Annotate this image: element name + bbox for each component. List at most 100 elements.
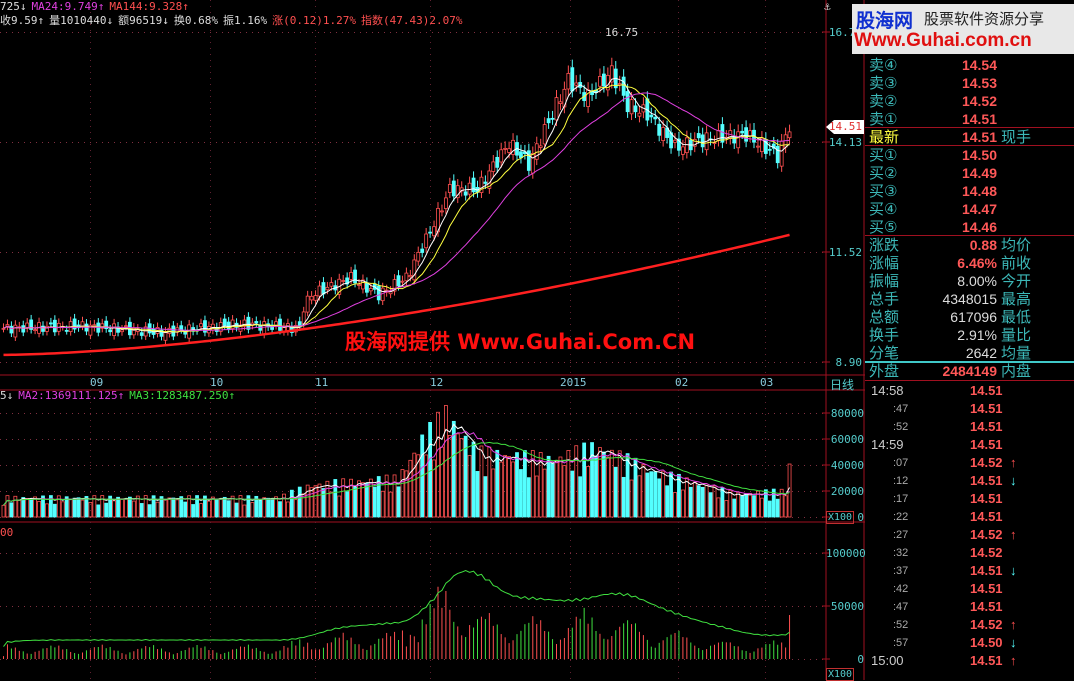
grid-dot — [678, 546, 679, 547]
grid-dot — [342, 465, 343, 466]
grid-dot — [90, 414, 91, 415]
volume-bar — [570, 470, 575, 518]
grid-dot — [765, 564, 766, 565]
grid-dot — [102, 553, 103, 554]
grid-dot — [564, 439, 565, 440]
grid-dot — [430, 348, 431, 349]
grid-dot — [90, 540, 91, 541]
grid-dot — [816, 465, 817, 466]
grid-dot — [510, 362, 511, 363]
grid-dot — [414, 142, 415, 143]
grid-dot — [198, 142, 199, 143]
grid-dot — [678, 66, 679, 67]
grid-dot — [582, 142, 583, 143]
grid-dot — [570, 96, 571, 97]
grid-dot — [210, 630, 211, 631]
grid-dot — [816, 413, 817, 414]
grid-dot — [384, 659, 385, 660]
watermark: 股海网提供 Www.Guhai.Com.CN — [345, 330, 696, 354]
grid-dot — [430, 78, 431, 79]
grid-dot — [678, 666, 679, 667]
grid-dot — [30, 252, 31, 253]
grid-dot — [414, 465, 415, 466]
grid-dot — [258, 465, 259, 466]
grid-dot — [738, 362, 739, 363]
grid-dot — [468, 413, 469, 414]
tick-price: 14.51 — [970, 473, 1003, 488]
grid-dot — [408, 142, 409, 143]
grid-dot — [672, 659, 673, 660]
kline-chart[interactable] — [0, 0, 865, 680]
grid-dot — [396, 606, 397, 607]
quote-row: 买② 14.49 — [869, 164, 1074, 182]
grid-dot — [48, 32, 49, 33]
grid-dot — [36, 362, 37, 363]
grid-dot — [430, 282, 431, 283]
grid-dot — [528, 142, 529, 143]
grid-dot — [798, 252, 799, 253]
grid-dot — [696, 517, 697, 518]
grid-dot — [765, 120, 766, 121]
grid-dot — [315, 612, 316, 613]
grid-dot — [474, 413, 475, 414]
grid-dot — [252, 606, 253, 607]
grid-dot — [42, 465, 43, 466]
grid-dot — [90, 648, 91, 649]
candle — [222, 318, 227, 327]
grid-dot — [606, 142, 607, 143]
volume-bar — [546, 455, 551, 518]
grid-dot — [90, 439, 91, 440]
grid-dot — [396, 32, 397, 33]
grid-dot — [120, 142, 121, 143]
grid-dot — [570, 342, 571, 343]
grid-dot — [765, 552, 766, 553]
grid-dot — [210, 666, 211, 667]
grid-dot — [180, 32, 181, 33]
grid-dot — [210, 480, 211, 481]
arrow-down-icon: ↓ — [1010, 635, 1017, 650]
quote-label: 买① — [869, 146, 898, 164]
grid-dot — [744, 142, 745, 143]
period-label[interactable]: 日线 — [830, 378, 855, 392]
grid-dot — [792, 491, 793, 492]
grid-dot — [90, 192, 91, 193]
grid-dot — [150, 413, 151, 414]
volume-bar — [361, 482, 365, 518]
grid-dot — [678, 318, 679, 319]
grid-dot — [318, 517, 319, 518]
grid-dot — [84, 252, 85, 253]
candle — [203, 320, 207, 333]
grid-dot — [354, 659, 355, 660]
grid-dot — [264, 553, 265, 554]
grid-dot — [450, 659, 451, 660]
grid-dot — [18, 413, 19, 414]
grid-dot — [0, 439, 1, 440]
grid-dot — [672, 32, 673, 33]
anchor-icon[interactable]: ⚓ — [824, 0, 831, 13]
grid-dot — [672, 465, 673, 466]
indicator-legend: 00 — [0, 526, 14, 539]
volume-bar — [120, 498, 124, 518]
grid-dot — [594, 142, 595, 143]
grid-dot — [126, 465, 127, 466]
grid-dot — [378, 439, 379, 440]
grid-dot — [678, 552, 679, 553]
grid-dot — [430, 414, 431, 415]
grid-dot — [570, 234, 571, 235]
grid-dot — [315, 546, 316, 547]
grid-dot — [430, 390, 431, 391]
grid-dot — [318, 32, 319, 33]
grid-dot — [234, 553, 235, 554]
grid-dot — [690, 517, 691, 518]
grid-dot — [210, 558, 211, 559]
volume-bar — [45, 503, 49, 518]
grid-dot — [330, 362, 331, 363]
grid-dot — [702, 252, 703, 253]
grid-dot — [90, 312, 91, 313]
grid-dot — [315, 288, 316, 289]
grid-dot — [684, 517, 685, 518]
grid-dot — [312, 491, 313, 492]
candle — [451, 180, 456, 197]
grid-dot — [678, 426, 679, 427]
grid-dot — [198, 606, 199, 607]
